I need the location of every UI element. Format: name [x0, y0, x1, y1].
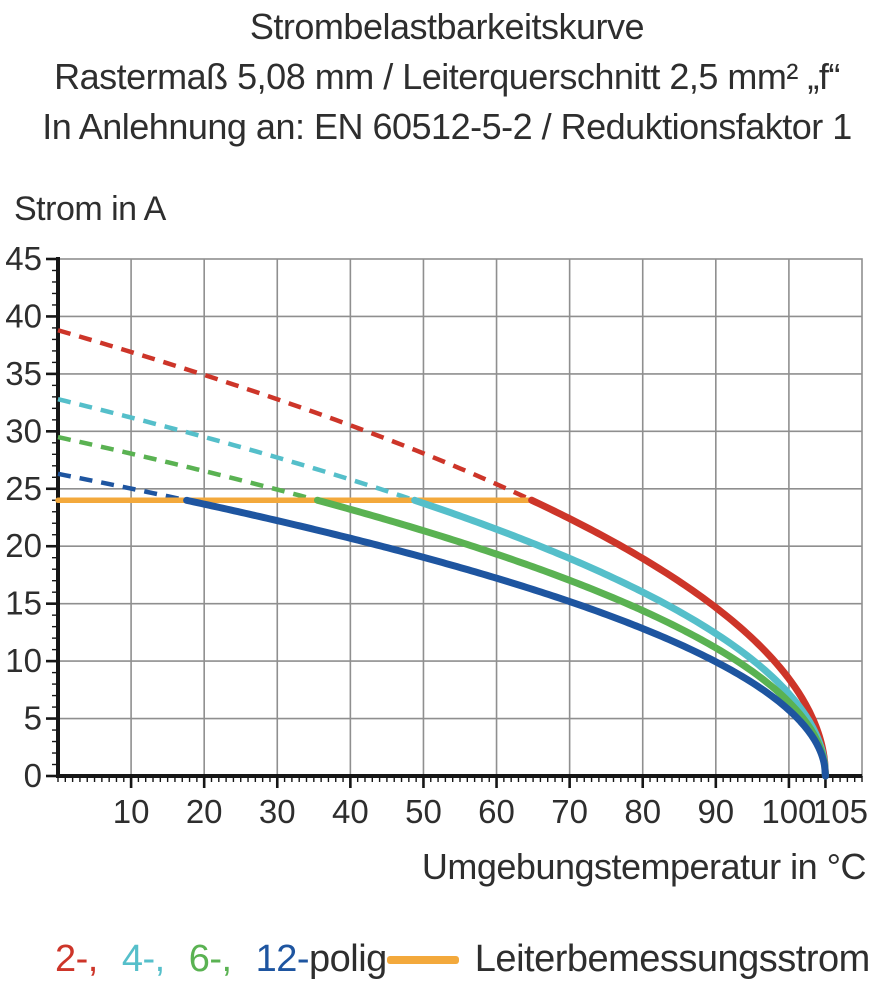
chart-title: Strombelastbarkeitskurve	[249, 6, 645, 47]
x-tick-label: 40	[332, 793, 369, 830]
curve-solid-4-polig	[411, 496, 829, 780]
chart-subtitle-2: In Anlehnung an: EN 60512-5-2 / Reduktio…	[42, 106, 852, 147]
x-tick-label: 50	[405, 793, 442, 830]
x-tick-label: 105	[813, 793, 868, 830]
y-tick-label: 45	[5, 240, 42, 277]
curve-dashed-6-polig	[57, 434, 319, 503]
y-tick-label: 10	[5, 642, 42, 679]
curve-dashed-2-polig	[57, 328, 533, 503]
y-axis-title: Strom in A	[14, 190, 166, 228]
x-tick-label: 80	[624, 793, 661, 830]
y-tick-label: 40	[5, 297, 42, 334]
y-tick-label: 35	[5, 355, 42, 392]
curve-solid-2-polig	[528, 496, 829, 780]
curve-solid-12-polig	[183, 496, 829, 780]
rated-current-line-swatch	[386, 955, 459, 964]
x-tick-label: 90	[697, 793, 734, 830]
chart-subtitle-1: Rastermaß 5,08 mm / Leiterquerschnitt 2,…	[54, 56, 840, 97]
curve-solid-6-polig	[313, 496, 829, 780]
y-tick-label: 5	[24, 700, 42, 737]
rated-current-label: Leiterbemessungsstrom	[474, 938, 871, 980]
x-tick-label: 20	[186, 793, 223, 830]
x-tick-label: 10	[113, 793, 150, 830]
chart-header: Strombelastbarkeitskurve Rastermaß 5,08 …	[0, 2, 894, 152]
curve-dashed-4-polig	[57, 396, 416, 503]
legend-pole-counts: 2-, 4-, 6-, 12-polig	[55, 938, 387, 981]
legend-item: polig	[309, 938, 387, 980]
legend-item: 12-	[255, 938, 310, 980]
x-tick-label: 30	[259, 793, 296, 830]
legend-item: 2-,	[55, 938, 98, 980]
y-tick-label: 15	[5, 585, 42, 622]
legend: 2-, 4-, 6-, 12-polig Leiterbemessungsstrom	[55, 938, 870, 981]
x-tick-label: 70	[551, 793, 588, 830]
legend-item: 4-,	[121, 938, 165, 980]
legend-item: 6-,	[188, 938, 232, 980]
legend-rated-current: Leiterbemessungsstrom	[386, 938, 871, 981]
y-tick-label: 20	[5, 527, 42, 564]
x-tick-label: 60	[478, 793, 515, 830]
x-axis-title: Umgebungstemperatur in °C	[421, 846, 867, 887]
x-tick-label: 100	[761, 793, 816, 830]
y-tick-label: 30	[5, 412, 42, 449]
y-tick-label: 0	[24, 757, 42, 794]
y-tick-label: 25	[5, 470, 42, 507]
curve-dashed-12-polig	[57, 471, 188, 503]
